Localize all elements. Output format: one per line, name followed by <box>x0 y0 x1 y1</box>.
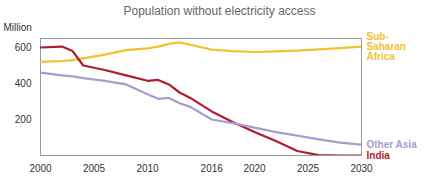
html-text:Population without electricity: Population without electricity access <box>123 4 316 18</box>
svg-text:Million: Million <box>4 22 32 33</box>
svg-text:Other Asia: Other Asia <box>367 139 418 150</box>
svg-text:200: 200 <box>15 114 32 125</box>
svg-text:2005: 2005 <box>83 163 106 174</box>
svg-text:400: 400 <box>15 78 32 89</box>
svg-text:2000: 2000 <box>29 163 52 174</box>
svg-text:2030: 2030 <box>350 163 373 174</box>
svg-text:2016: 2016 <box>201 163 224 174</box>
svg-text:India: India <box>367 150 391 161</box>
svg-text:Sub-SaharanAfrica: Sub-SaharanAfrica <box>367 31 406 62</box>
svg-text:2020: 2020 <box>243 163 266 174</box>
svg-text:2025: 2025 <box>297 163 320 174</box>
svg-text:2010: 2010 <box>136 163 159 174</box>
svg-text:600: 600 <box>15 42 32 53</box>
